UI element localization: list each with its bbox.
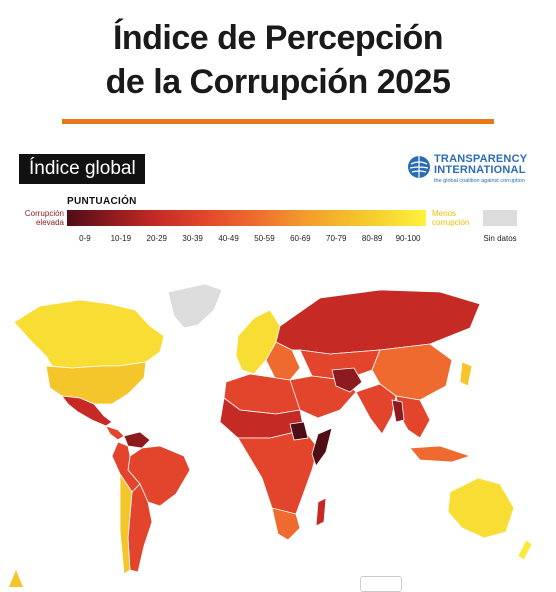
global-index-badge: Índice global xyxy=(19,154,145,184)
region-africa xyxy=(237,429,319,523)
region-central-america xyxy=(105,425,125,441)
world-map xyxy=(13,283,533,575)
region-australia xyxy=(447,477,515,539)
region-myanmar xyxy=(391,399,405,423)
legend-tick-60-69: 60-69 xyxy=(290,234,311,243)
title-underline xyxy=(62,119,494,124)
region-new-zealand xyxy=(517,539,533,561)
page-title: Índice de Percepción de la Corrupción 20… xyxy=(0,16,556,104)
region-mexico xyxy=(61,395,113,427)
legend-high-label: Menos corrupción xyxy=(432,209,470,227)
region-greenland xyxy=(167,283,223,329)
region-canada xyxy=(13,299,165,369)
legend-tick-10-19: 10-19 xyxy=(110,234,132,243)
warning-triangle-icon xyxy=(9,570,23,587)
region-madagascar xyxy=(315,497,327,527)
title-line-2: de la Corrupción 2025 xyxy=(105,63,451,101)
legend-title: PUNTUACIÓN xyxy=(67,196,137,207)
legend-ticks: 0-9 10-19 20-29 30-39 40-49 50-59 60-69 70-79 80… xyxy=(67,234,426,244)
region-south-sudan xyxy=(289,421,309,441)
globe-icon xyxy=(408,156,430,178)
region-india xyxy=(355,383,397,435)
legend-tick-0-9: 0-9 xyxy=(79,234,91,243)
region-indonesia xyxy=(409,445,472,463)
legend-tick-80-89: 80-89 xyxy=(361,234,383,243)
logo-name: TRANSPARENCY INTERNATIONAL xyxy=(434,153,528,176)
legend-low-label: Corrupción elevada xyxy=(24,209,64,227)
nodata-swatch xyxy=(483,210,517,226)
region-venezuela xyxy=(123,431,151,449)
legend-tick-30-39: 30-39 xyxy=(182,234,203,243)
legend-tick-50-59: 50-59 xyxy=(254,234,275,243)
region-southern-africa xyxy=(271,507,301,541)
legend-tick-20-29: 20-29 xyxy=(146,234,167,243)
legend-tick-90-100: 90-100 xyxy=(395,234,421,243)
region-chile xyxy=(119,472,133,575)
region-russia xyxy=(275,289,481,355)
legend-tick-70-79: 70-79 xyxy=(326,234,347,243)
map-control-button[interactable] xyxy=(360,576,402,592)
transparency-international-logo: TRANSPARENCY INTERNATIONAL the global coa… xyxy=(407,152,537,188)
region-united-states xyxy=(45,361,147,405)
region-iran xyxy=(331,367,363,393)
legend-color-scale xyxy=(67,210,426,226)
region-somalia xyxy=(311,427,333,467)
legend-tick-40-49: 40-49 xyxy=(218,234,239,243)
title-line-1: Índice de Percepción xyxy=(112,19,444,57)
nodata-label: Sin datos xyxy=(483,234,517,243)
logo-tagline: the global coalition against corruption xyxy=(434,178,525,184)
region-japan xyxy=(459,361,473,387)
